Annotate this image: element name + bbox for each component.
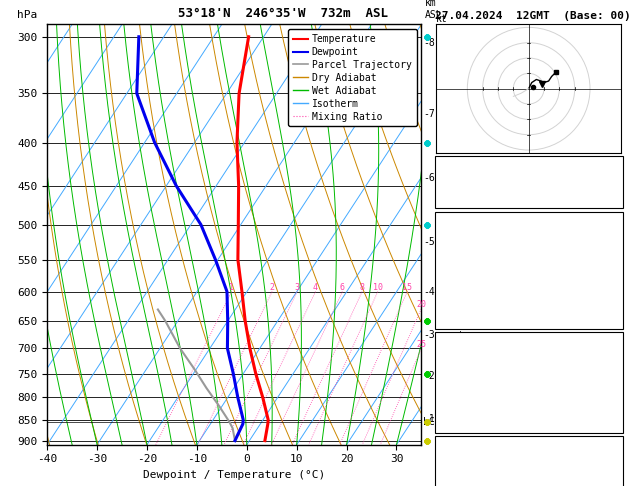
Text: -6: -6 (423, 173, 435, 183)
Text: EH: EH (438, 455, 452, 466)
Text: Lifted Index: Lifted Index (438, 279, 520, 290)
Text: 0: 0 (613, 399, 620, 410)
Text: 3.1: 3.1 (599, 231, 620, 242)
Legend: Temperature, Dewpoint, Parcel Trajectory, Dry Adiabat, Wet Adiabat, Isotherm, Mi: Temperature, Dewpoint, Parcel Trajectory… (289, 29, 416, 126)
Text: -2.9: -2.9 (593, 247, 620, 258)
Text: CIN (J): CIN (J) (438, 312, 486, 322)
Text: -1: -1 (423, 414, 435, 424)
Text: PW (cm): PW (cm) (438, 191, 486, 202)
Text: 4: 4 (313, 282, 318, 292)
Text: Lifted Index: Lifted Index (438, 383, 520, 394)
Text: CIN (J): CIN (J) (438, 416, 486, 426)
Text: θₑ(K): θₑ(K) (438, 263, 472, 274)
Text: 10: 10 (373, 282, 383, 292)
Text: 0: 0 (613, 416, 620, 426)
Text: Totals Totals: Totals Totals (438, 175, 526, 186)
Text: 2: 2 (270, 282, 275, 292)
X-axis label: Dewpoint / Temperature (°C): Dewpoint / Temperature (°C) (143, 470, 325, 480)
Text: Most Unstable: Most Unstable (485, 335, 573, 346)
Text: 25: 25 (416, 340, 426, 349)
Text: K: K (438, 159, 445, 170)
Text: Hodograph: Hodograph (499, 439, 559, 450)
Text: 27.04.2024  12GMT  (Base: 00): 27.04.2024 12GMT (Base: 00) (435, 11, 629, 21)
Text: 2: 2 (613, 383, 620, 394)
Text: kt: kt (436, 14, 448, 24)
Text: -5: -5 (423, 238, 435, 247)
Text: 291: 291 (599, 263, 620, 274)
Text: -8: -8 (423, 38, 435, 48)
Text: 0: 0 (613, 312, 620, 322)
Text: SREH: SREH (438, 471, 465, 482)
Text: 8: 8 (360, 282, 365, 292)
Text: Surface: Surface (505, 215, 553, 226)
Text: 15: 15 (402, 282, 412, 292)
Text: -4: -4 (423, 287, 435, 296)
Text: 19: 19 (606, 159, 620, 170)
Text: 1: 1 (229, 282, 234, 292)
Text: 650: 650 (599, 351, 620, 362)
Text: 0: 0 (613, 295, 620, 306)
Text: km
ASL: km ASL (425, 0, 443, 20)
Text: 44: 44 (606, 175, 620, 186)
Text: -2: -2 (423, 371, 435, 381)
Text: 1.15: 1.15 (593, 191, 620, 202)
Text: © weatheronline.co.uk: © weatheronline.co.uk (467, 470, 591, 480)
Text: Pressure (mb): Pressure (mb) (438, 351, 526, 362)
Text: Dewp (°C): Dewp (°C) (438, 247, 499, 258)
Text: 53°18'N  246°35'W  732m  ASL: 53°18'N 246°35'W 732m ASL (178, 7, 388, 20)
Text: 20: 20 (416, 300, 426, 309)
Text: 108: 108 (599, 455, 620, 466)
Text: 303: 303 (599, 367, 620, 378)
Text: CAPE (J): CAPE (J) (438, 295, 493, 306)
Text: -7: -7 (423, 109, 435, 119)
Text: 91: 91 (606, 471, 620, 482)
Text: CAPE (J): CAPE (J) (438, 399, 493, 410)
Text: 11: 11 (606, 279, 620, 290)
Text: 3: 3 (294, 282, 299, 292)
Text: Mixing Ratio (g/kg): Mixing Ratio (g/kg) (454, 242, 464, 353)
Text: Temp (°C): Temp (°C) (438, 231, 499, 242)
Text: LCL: LCL (423, 417, 441, 427)
Text: 6: 6 (340, 282, 345, 292)
Text: θₑ (K): θₑ (K) (438, 367, 479, 378)
Text: hPa: hPa (17, 10, 38, 20)
Text: -3: -3 (423, 330, 435, 340)
